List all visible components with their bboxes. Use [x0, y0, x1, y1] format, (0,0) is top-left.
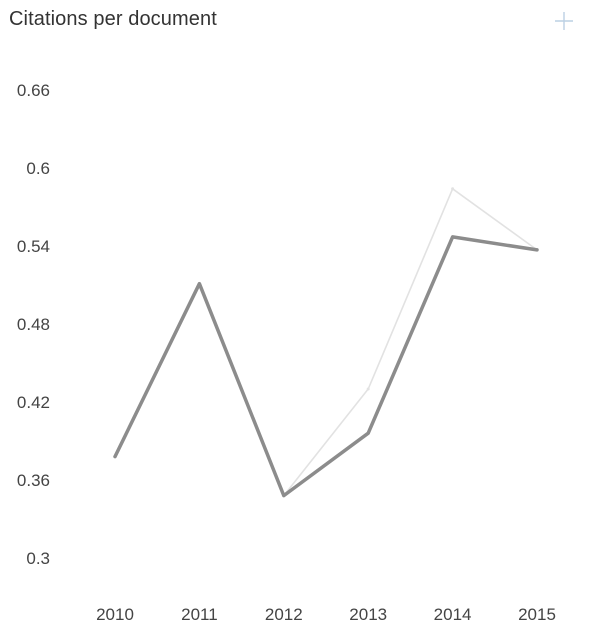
series-1-point [535, 248, 539, 252]
x-tick-label: 2010 [96, 605, 134, 624]
y-tick-label: 0.54 [17, 237, 50, 256]
series-1-point [366, 431, 370, 435]
series-1-point [282, 494, 286, 498]
y-tick-label: 0.42 [17, 393, 50, 412]
series-layer [113, 187, 539, 498]
series-2-point [451, 187, 455, 191]
y-tick-label: 0.3 [26, 549, 50, 568]
y-tick-label: 0.6 [26, 159, 50, 178]
x-tick-label: 2015 [518, 605, 556, 624]
series-1-point [197, 282, 201, 286]
series-line-1 [113, 235, 539, 498]
series-2-point [366, 387, 370, 391]
series-1-point [451, 235, 455, 239]
x-axis-ticks: 2010 2011 2012 2013 2014 2015 [96, 605, 556, 624]
y-tick-label: 0.48 [17, 315, 50, 334]
plus-icon[interactable] [553, 10, 575, 32]
series-line-2 [114, 188, 538, 497]
y-axis-ticks: 0.3 0.36 0.42 0.48 0.54 0.6 0.66 [17, 81, 50, 568]
y-tick-label: 0.66 [17, 81, 50, 100]
y-tick-label: 0.36 [17, 471, 50, 490]
x-tick-label: 2011 [181, 605, 218, 624]
series-1-point [113, 455, 117, 459]
x-tick-label: 2014 [434, 605, 472, 624]
chart-title: Citations per document [9, 8, 217, 30]
x-tick-label: 2013 [349, 605, 387, 624]
x-tick-label: 2012 [265, 605, 303, 624]
